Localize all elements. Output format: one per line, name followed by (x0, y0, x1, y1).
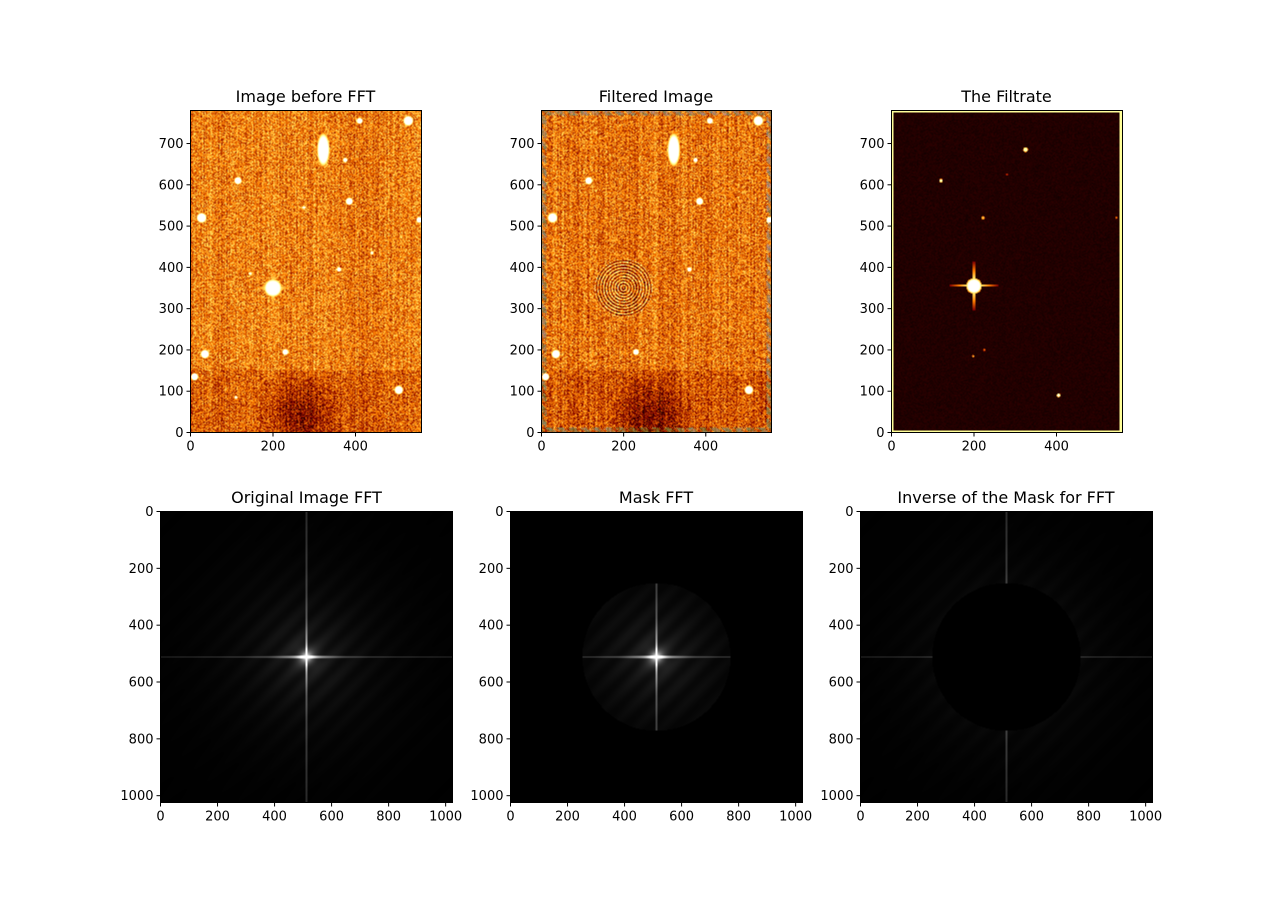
y-tick-label: 500 (510, 220, 535, 235)
y-tick-label: 400 (829, 619, 854, 634)
x-tick-label: 0 (186, 440, 194, 455)
panel-title: Mask FFT (619, 488, 693, 507)
x-tick-label: 400 (262, 810, 287, 825)
x-tick-label: 800 (376, 810, 401, 825)
x-tick-label: 800 (1076, 810, 1101, 825)
y-tick-label: 600 (510, 178, 535, 193)
y-tick-label: 800 (829, 732, 854, 747)
panel-filtered-image: Filtered Image 0 200 400 0 100 200 300 400 500 60… (510, 87, 772, 455)
x-tick-label: 200 (555, 810, 580, 825)
y-tick-label: 800 (479, 732, 504, 747)
heatmap-image (510, 511, 803, 803)
axes-frame (510, 511, 803, 803)
x-tick-label: 800 (726, 810, 751, 825)
y-tick-label: 500 (159, 220, 184, 235)
heatmap-image (541, 110, 772, 433)
x-tick-label: 200 (905, 810, 930, 825)
x-tick-label: 0 (537, 440, 545, 455)
x-tick-label: 0 (887, 440, 895, 455)
y-tick-label: 0 (876, 426, 884, 441)
y-tick-label: 400 (479, 619, 504, 634)
y-tick-label: 1000 (820, 789, 853, 804)
x-tick-label: 600 (1019, 810, 1044, 825)
panel-the-filtrate: The Filtrate 0 200 400 0 100 200 300 400 500 600 7… (860, 87, 1123, 455)
x-tick-label: 200 (261, 440, 286, 455)
x-tick-label: 400 (962, 810, 987, 825)
y-tick-label: 600 (829, 676, 854, 691)
y-tick-label: 200 (860, 343, 885, 358)
x-tick-label: 200 (962, 440, 987, 455)
x-tick-label: 600 (319, 810, 344, 825)
axes-frame (891, 110, 1123, 433)
x-tick-label: 1000 (1129, 810, 1162, 825)
y-tick-label: 1000 (120, 789, 153, 804)
panel-mask-fft: Mask FFT 0 200 400 600 800 100002004006008001… (470, 488, 812, 825)
x-tick-label: 1000 (779, 810, 812, 825)
x-tick-label: 200 (611, 440, 636, 455)
y-tick-label: 1000 (470, 789, 503, 804)
panel-title: Filtered Image (599, 87, 713, 106)
x-tick-label: 200 (205, 810, 230, 825)
y-tick-label: 600 (860, 178, 885, 193)
panel-image-before-fft: Image before FFT 0 200 400 0 100 200 300 400 500… (159, 87, 422, 455)
y-tick-label: 300 (510, 302, 535, 317)
y-tick-label: 400 (129, 619, 154, 634)
y-tick-label: 0 (145, 505, 153, 520)
panel-title: Image before FFT (236, 87, 376, 106)
heatmap-image (160, 511, 453, 803)
y-tick-label: 100 (159, 385, 184, 400)
axes-frame (860, 511, 1153, 803)
y-tick-label: 700 (860, 137, 885, 152)
x-tick-label: 400 (693, 440, 718, 455)
panel-title: Original Image FFT (231, 488, 382, 507)
y-tick-label: 500 (860, 220, 885, 235)
y-tick-label: 200 (479, 562, 504, 577)
x-tick-label: 1000 (429, 810, 462, 825)
y-tick-label: 400 (159, 261, 184, 276)
axes-frame (541, 110, 772, 433)
axes-frame (190, 110, 422, 433)
y-tick-label: 600 (129, 676, 154, 691)
y-tick-label: 200 (829, 562, 854, 577)
y-tick-label: 700 (159, 137, 184, 152)
y-tick-label: 400 (860, 261, 885, 276)
y-tick-label: 200 (159, 343, 184, 358)
heatmap-image (860, 511, 1153, 803)
y-tick-label: 100 (510, 385, 535, 400)
y-tick-label: 600 (159, 178, 184, 193)
x-tick-label: 600 (669, 810, 694, 825)
heatmap-image (891, 110, 1123, 433)
x-tick-label: 400 (612, 810, 637, 825)
panel-title: The Filtrate (960, 87, 1052, 106)
y-tick-label: 300 (159, 302, 184, 317)
heatmap-image (190, 110, 422, 433)
y-tick-label: 200 (510, 343, 535, 358)
x-tick-label: 400 (1044, 440, 1069, 455)
y-tick-label: 100 (860, 385, 885, 400)
x-tick-label: 400 (343, 440, 368, 455)
axes-frame (160, 511, 453, 803)
y-tick-label: 600 (479, 676, 504, 691)
x-tick-label: 0 (506, 810, 514, 825)
y-tick-label: 400 (510, 261, 535, 276)
y-tick-label: 0 (495, 505, 503, 520)
x-tick-label: 0 (856, 810, 864, 825)
y-tick-label: 700 (510, 137, 535, 152)
panel-original-image-fft: Original Image FFT 0 200 400 600 800 10000200… (120, 488, 462, 825)
panel-inverse-mask-fft: Inverse of the Mask for FFT 0 200 400 600 80… (820, 488, 1162, 825)
x-tick-label: 0 (156, 810, 164, 825)
y-tick-label: 800 (129, 732, 154, 747)
y-tick-label: 300 (860, 302, 885, 317)
y-tick-label: 0 (175, 426, 183, 441)
panel-title: Inverse of the Mask for FFT (897, 488, 1114, 507)
y-tick-label: 0 (526, 426, 534, 441)
y-tick-label: 0 (845, 505, 853, 520)
y-tick-label: 200 (129, 562, 154, 577)
